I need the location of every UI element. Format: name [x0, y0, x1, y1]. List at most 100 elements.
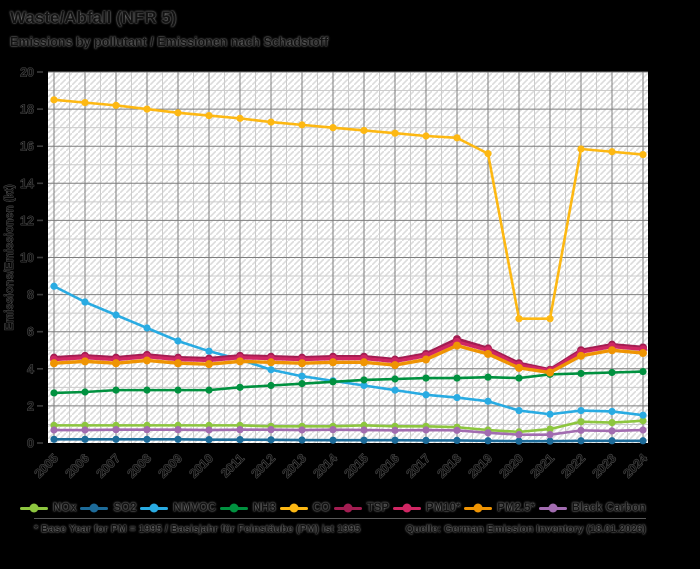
y-tick-label: 0 [27, 437, 34, 451]
data-point-so2 [174, 435, 182, 443]
series-line-nmvoc [53, 285, 644, 417]
emissions-line-chart: 0 2 4 6 8 10 12 14 16 18 20 2005 2006 2007 2008 2009 201… [0, 55, 700, 500]
data-point-co [453, 134, 461, 142]
data-point-so2 [267, 436, 275, 444]
legend-item-so2: SO2 [80, 502, 136, 514]
data-point-co [484, 150, 492, 158]
series-line-nox [54, 419, 644, 434]
data-point-pm2-5 [267, 358, 275, 367]
footer-divider [34, 518, 646, 519]
y-tick-label: 16 [20, 140, 34, 154]
x-tick-label: 2015 [342, 451, 372, 481]
data-point-nh3 [360, 376, 368, 384]
data-point-black-carbon [515, 431, 523, 439]
data-point-pm2-5 [484, 349, 492, 358]
legend-marker-icon [80, 503, 109, 513]
legend-marker-icon [333, 503, 362, 513]
legend-marker-icon [279, 503, 308, 513]
y-tick-label: 10 [20, 251, 34, 265]
data-point-so2 [608, 437, 616, 445]
data-point-nmvoc [205, 347, 213, 355]
y-tick-label: 14 [20, 177, 34, 191]
x-tick-label: 2024 [621, 451, 651, 481]
y-tick-label: 6 [27, 325, 34, 339]
x-tick-label: 2014 [311, 451, 341, 481]
data-point-nh3 [577, 369, 585, 378]
data-point-co [608, 148, 616, 156]
data-point-so2 [422, 436, 430, 445]
data-point-nmvoc [143, 324, 151, 332]
legend-marker-icon [140, 503, 169, 513]
data-point-so2 [484, 437, 492, 445]
y-tick-label: 20 [20, 66, 34, 80]
data-point-nmvoc [391, 386, 399, 394]
data-point-co [422, 132, 430, 140]
data-point-nh3 [81, 388, 89, 396]
x-tick-label: 2022 [559, 451, 589, 481]
x-axis-spine [43, 443, 648, 448]
data-point-nh3 [422, 374, 430, 382]
data-point-co [112, 101, 120, 109]
data-point-pm2-5 [205, 360, 213, 369]
x-tick-label: 2020 [497, 451, 527, 481]
data-point-so2 [546, 437, 554, 445]
data-point-pm2-5 [453, 341, 461, 350]
data-point-co [143, 105, 151, 113]
legend-marker-icon [538, 503, 567, 513]
x-tick-label: 2013 [280, 451, 310, 481]
data-point-nmvoc [515, 406, 523, 415]
data-point-black-carbon [391, 426, 399, 434]
data-point-co [515, 315, 523, 323]
legend-item-pm2-5: PM2.5* [464, 502, 535, 514]
data-point-nmvoc [174, 337, 182, 345]
legend-label: NH3 [252, 502, 276, 514]
data-point-nmvoc [639, 411, 647, 419]
x-tick-label: 2021 [528, 451, 558, 481]
legend-item-black-carbon: Black Carbon [538, 502, 646, 514]
x-tick-label: 2016 [373, 451, 403, 481]
data-point-pm2-5 [391, 361, 399, 370]
data-point-nmvoc [360, 381, 368, 390]
data-point-so2 [236, 436, 244, 444]
data-point-nh3 [298, 380, 306, 388]
base-year-footnote: * Base Year for PM = 1995 / Basisjahr fü… [34, 523, 361, 535]
data-point-co [391, 129, 399, 137]
legend-label: SO2 [113, 502, 137, 514]
data-point-black-carbon [484, 429, 492, 437]
data-point-nmvoc [50, 282, 58, 290]
data-point-so2 [205, 436, 213, 444]
data-point-so2 [329, 436, 337, 444]
data-point-black-carbon [639, 426, 647, 434]
data-point-black-carbon [329, 426, 337, 434]
data-point-pm2-5 [515, 363, 523, 372]
data-point-black-carbon [453, 426, 461, 434]
major-gridlines [48, 71, 648, 443]
data-point-pm2-5 [298, 359, 306, 368]
legend-item-nh3: NH3 [219, 502, 276, 514]
data-point-black-carbon [360, 426, 368, 434]
x-tick-label: 2005 [32, 451, 62, 481]
data-point-co [329, 124, 337, 132]
x-tick-label: 2019 [466, 451, 496, 481]
legend-item-co: CO [279, 502, 330, 514]
data-point-nmvoc [422, 391, 430, 399]
legend-marker-icon [464, 503, 493, 513]
data-point-so2 [515, 437, 523, 445]
data-point-pm2-5 [50, 359, 58, 368]
data-point-so2 [298, 436, 306, 444]
data-point-black-carbon [174, 426, 182, 434]
legend-label: NOx [53, 502, 77, 514]
source-note: Quelle: German Emission Inventory (18.01… [405, 523, 646, 535]
data-point-nmvoc [546, 410, 554, 418]
y-tick-label: 4 [27, 362, 34, 376]
data-point-pm2-5 [546, 368, 554, 377]
data-point-co [577, 145, 585, 153]
y-axis-spine [43, 72, 48, 448]
data-point-so2 [50, 435, 58, 443]
data-point-nh3 [112, 386, 120, 394]
data-point-black-carbon [143, 426, 151, 434]
data-point-nox [577, 418, 585, 426]
data-point-nh3 [515, 374, 523, 382]
data-point-nmvoc [81, 298, 89, 306]
y-tick-label: 2 [27, 399, 34, 413]
